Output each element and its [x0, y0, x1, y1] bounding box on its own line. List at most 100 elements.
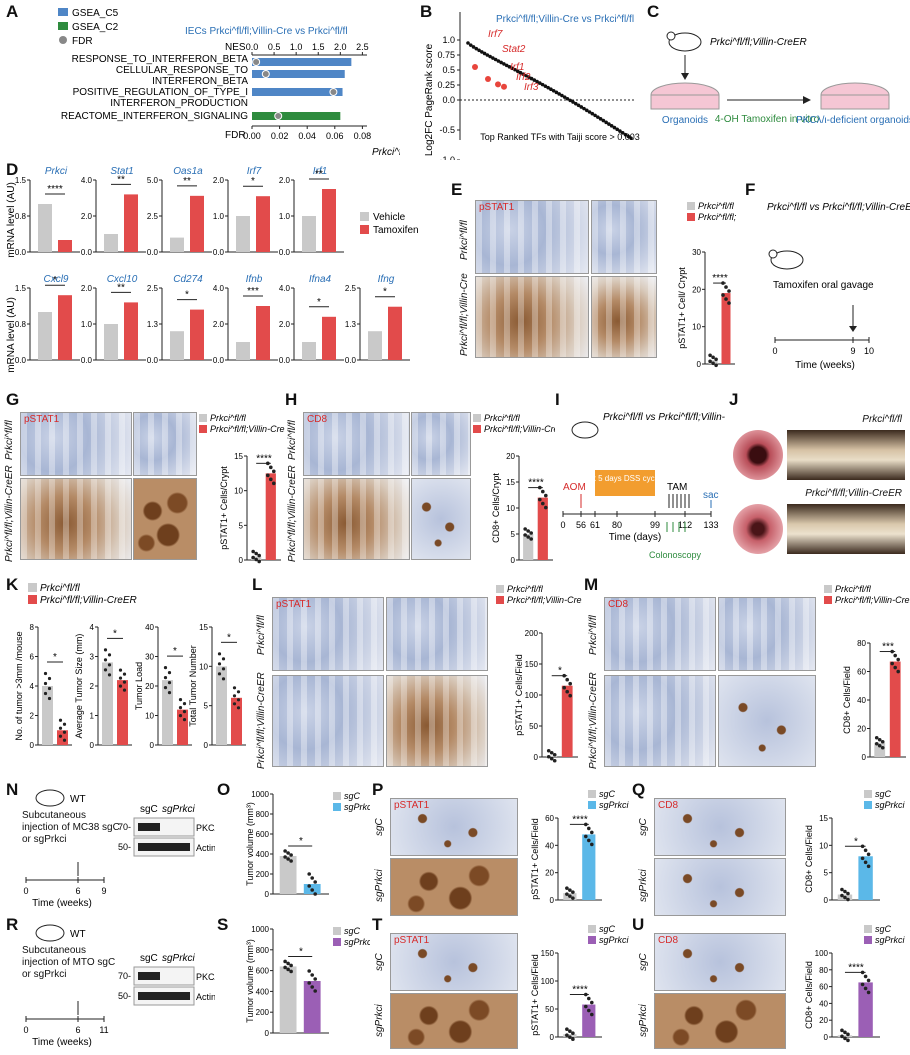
row-label: sgC — [374, 953, 385, 971]
organoid-dish-icon — [650, 94, 720, 110]
tick-label: 1 — [90, 712, 95, 721]
data-point — [107, 673, 112, 677]
vehicle-bar — [236, 342, 250, 360]
y-axis-label: CD8+ Cells/Field — [804, 825, 814, 893]
data-point — [286, 961, 290, 966]
legend-label: sgC — [344, 791, 361, 801]
tick-label: 6 — [75, 886, 80, 896]
tick-label: 0 — [204, 741, 209, 750]
data-point — [178, 714, 183, 718]
micrograph — [654, 933, 786, 991]
tf-point — [524, 73, 528, 78]
panel-label: R — [6, 915, 19, 934]
bar-control — [102, 662, 113, 745]
bar-treated — [117, 680, 128, 745]
tick-label: 0.0 — [279, 356, 291, 365]
vehicle-bar — [104, 324, 118, 360]
data-point — [254, 557, 258, 562]
term: RESPONSE_TO_INTERFERON_BETA — [72, 54, 249, 65]
tf-point — [593, 113, 597, 118]
tick-label: 1.0 — [442, 35, 455, 45]
tick-label: 0.02 — [271, 131, 289, 141]
tick-label: 0 — [862, 753, 867, 762]
panel-label: F — [745, 180, 756, 199]
panel-t: T pSTAT1 sgC sgPrkci 0 50 100 150 pSTAT1+ Ce… — [370, 915, 630, 1050]
row-label: sgC — [638, 818, 649, 836]
data-point — [893, 665, 897, 670]
tamoxifen-bar — [190, 309, 204, 360]
data-point — [307, 884, 311, 888]
tamoxifen-bar — [388, 306, 402, 360]
tick-label: 0 — [772, 346, 777, 356]
data-point — [307, 981, 311, 985]
panel-l: L pSTAT1 Prkci^fl/fl Prkci^fl/fl;Villin-… — [252, 575, 582, 775]
tick-label: 5.0 — [147, 176, 159, 185]
data-point — [568, 681, 572, 686]
panel-label: A — [6, 2, 19, 21]
panel-n: N WT Subcutaneous injection of MC38 sgC … — [0, 780, 224, 910]
bar-treated — [537, 497, 548, 560]
legend-c2-swatch — [58, 22, 68, 30]
tick-label: 3 — [90, 653, 95, 662]
mouse-ear-icon — [666, 31, 676, 41]
nes-bar — [252, 70, 345, 78]
tick-label: 40 — [145, 623, 154, 632]
row-label: sgPrkci — [638, 1004, 649, 1037]
tick-label: 0 — [511, 556, 516, 565]
y-axis-label: Tumor volume (mm³) — [245, 802, 255, 886]
gene-label: Cxcl9 — [43, 274, 68, 285]
micrograph — [390, 933, 518, 991]
legend-vehicle-swatch — [360, 212, 369, 221]
legend-swatch — [824, 585, 832, 593]
micrograph — [654, 993, 786, 1049]
micrograph-inset — [386, 675, 488, 767]
data-point — [711, 355, 715, 360]
micrograph — [390, 858, 518, 916]
panel-n-xlabel: Time (weeks) — [32, 898, 92, 909]
tf-point — [568, 98, 573, 103]
panel-g-chart: 0 5 10 15 pSTAT1+ Cells/Crypt **** Prkci^fl/fl… — [199, 413, 285, 565]
tf-point — [554, 90, 559, 95]
micrograph — [654, 798, 786, 856]
data-point — [178, 698, 183, 702]
data-point — [251, 555, 255, 560]
tick-label: 133 — [703, 520, 718, 530]
data-point — [590, 1012, 594, 1017]
gene-label: Irf1 — [313, 166, 327, 177]
y-axis-label: pSTAT1+ Cells/Field — [514, 654, 524, 735]
data-point — [866, 978, 871, 983]
data-point — [62, 722, 67, 726]
tick-label: 20 — [819, 1016, 828, 1025]
tick-label: 600 — [256, 830, 270, 839]
data-point — [167, 671, 172, 675]
tick-label: 0.5 — [268, 42, 281, 52]
organoid-dish-icon — [820, 94, 890, 110]
bar-control — [162, 680, 173, 745]
tick-label: 4 — [90, 623, 95, 632]
panel-label: H — [285, 390, 298, 409]
tick-label: 0 — [90, 741, 95, 750]
data-point — [552, 752, 557, 757]
y-axis-label: CD8+ Cells/Field — [842, 666, 852, 734]
tick-label: 200 — [256, 870, 270, 879]
tick-label: 20 — [145, 682, 154, 691]
tf-point — [604, 120, 608, 125]
data-point — [251, 549, 255, 554]
legend-label: Prkci^fl/fl;Villin-CreER — [507, 595, 582, 605]
data-point — [257, 553, 261, 558]
legend-label: sgPrkci — [599, 800, 630, 810]
tf-label: Stat2 — [502, 44, 526, 55]
legend-label: Prkci^fl/fl — [40, 583, 80, 594]
data-point — [590, 1000, 594, 1005]
legend-swatch — [28, 583, 37, 592]
tf-point — [590, 111, 595, 116]
gene-label: Ifna4 — [309, 274, 332, 285]
vehicle-bar — [236, 216, 250, 252]
colonoscopy-image — [733, 430, 783, 480]
data-point — [43, 691, 48, 696]
panel-p: P pSTAT1 sgC sgPrkci 0 20 40 60 pSTAT1+ Cell… — [370, 780, 630, 916]
tick-label: 15 — [506, 478, 515, 487]
legend-swatch — [864, 936, 872, 944]
tf-highlight-point — [501, 83, 507, 90]
